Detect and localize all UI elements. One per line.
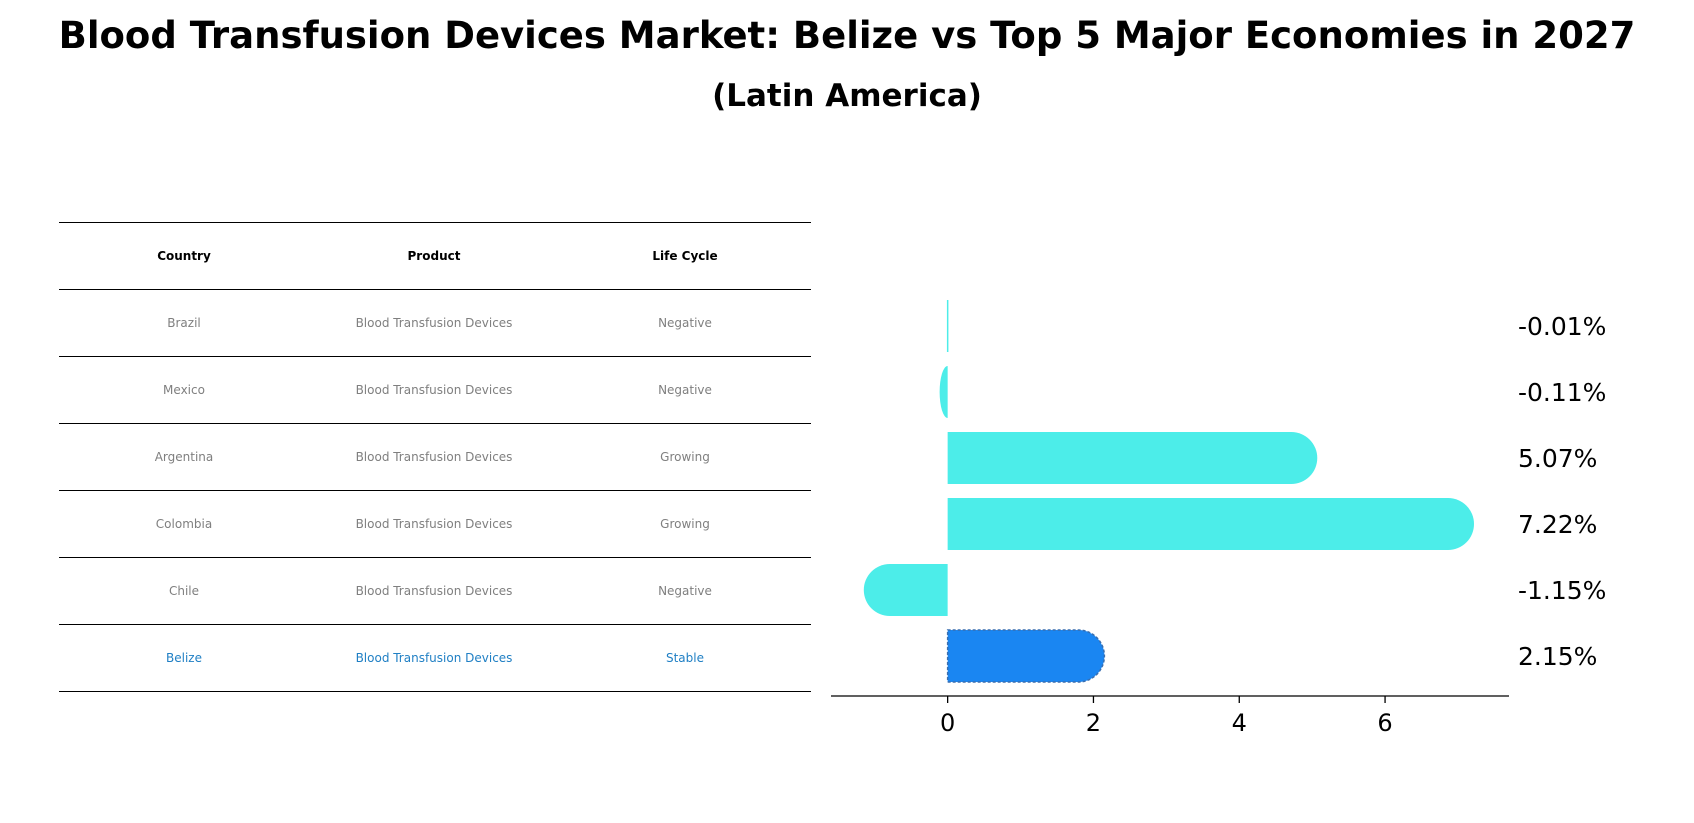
bar-argentina (947, 432, 1318, 484)
product-cell: Blood Transfusion Devices (355, 383, 513, 397)
life-cycle-cell: Negative (658, 584, 712, 598)
life-cycle-cell: Negative (658, 383, 712, 397)
product-cell: Blood Transfusion Devices (355, 450, 513, 464)
table-row: Argentina Blood Transfusion Devices Grow… (59, 423, 811, 490)
bar-chile (863, 564, 948, 616)
country-cell: Colombia (155, 517, 213, 531)
country-cell: Chile (168, 584, 200, 598)
chart-subtitle: (Latin America) (712, 78, 982, 114)
product-cell: Blood Transfusion Devices (355, 651, 513, 665)
table-row: Brazil Blood Transfusion Devices Negativ… (59, 289, 811, 356)
country-cell: Mexico (163, 383, 205, 397)
bar-belize (946, 629, 1106, 683)
value-label: 2.15% (1518, 642, 1597, 671)
country-cell: Belize (166, 651, 202, 665)
country-cell: Brazil (167, 316, 201, 330)
life-cycle-cell: Growing (660, 517, 710, 531)
life-cycle-cell: Stable (665, 651, 704, 665)
value-label: 7.22% (1518, 510, 1597, 539)
value-label: 5.07% (1518, 444, 1597, 473)
value-label: -0.11% (1518, 378, 1606, 407)
bar-colombia (947, 498, 1475, 550)
bar-mexico (939, 366, 948, 418)
table-row: Colombia Blood Transfusion Devices Growi… (59, 490, 811, 557)
product-cell: Blood Transfusion Devices (355, 517, 513, 531)
table-row: Mexico Blood Transfusion Devices Negativ… (59, 356, 811, 423)
table-row-highlighted: Belize Blood Transfusion Devices Stable (59, 624, 811, 692)
x-tick-label: 4 (1232, 709, 1247, 737)
x-tick-label: 6 (1377, 709, 1392, 737)
value-label: -0.01% (1518, 312, 1606, 341)
value-label: -1.15% (1518, 576, 1606, 605)
header-country: Country (157, 249, 211, 263)
bar-brazil (946, 300, 949, 352)
product-cell: Blood Transfusion Devices (355, 584, 513, 598)
country-table: Country Product Life Cycle Brazil Blood … (59, 222, 811, 692)
product-cell: Blood Transfusion Devices (355, 316, 513, 330)
header-product: Product (407, 249, 461, 263)
life-cycle-cell: Negative (658, 316, 712, 330)
table-header-row: Country Product Life Cycle (59, 222, 811, 289)
chart-title: Blood Transfusion Devices Market: Belize… (58, 14, 1636, 57)
table-row: Chile Blood Transfusion Devices Negative (59, 557, 811, 624)
x-tick-label: 2 (1086, 709, 1101, 737)
header-life-cycle: Life Cycle (652, 249, 718, 263)
life-cycle-cell: Growing (660, 450, 710, 464)
x-tick-label: 0 (940, 709, 955, 737)
country-cell: Argentina (154, 450, 214, 464)
